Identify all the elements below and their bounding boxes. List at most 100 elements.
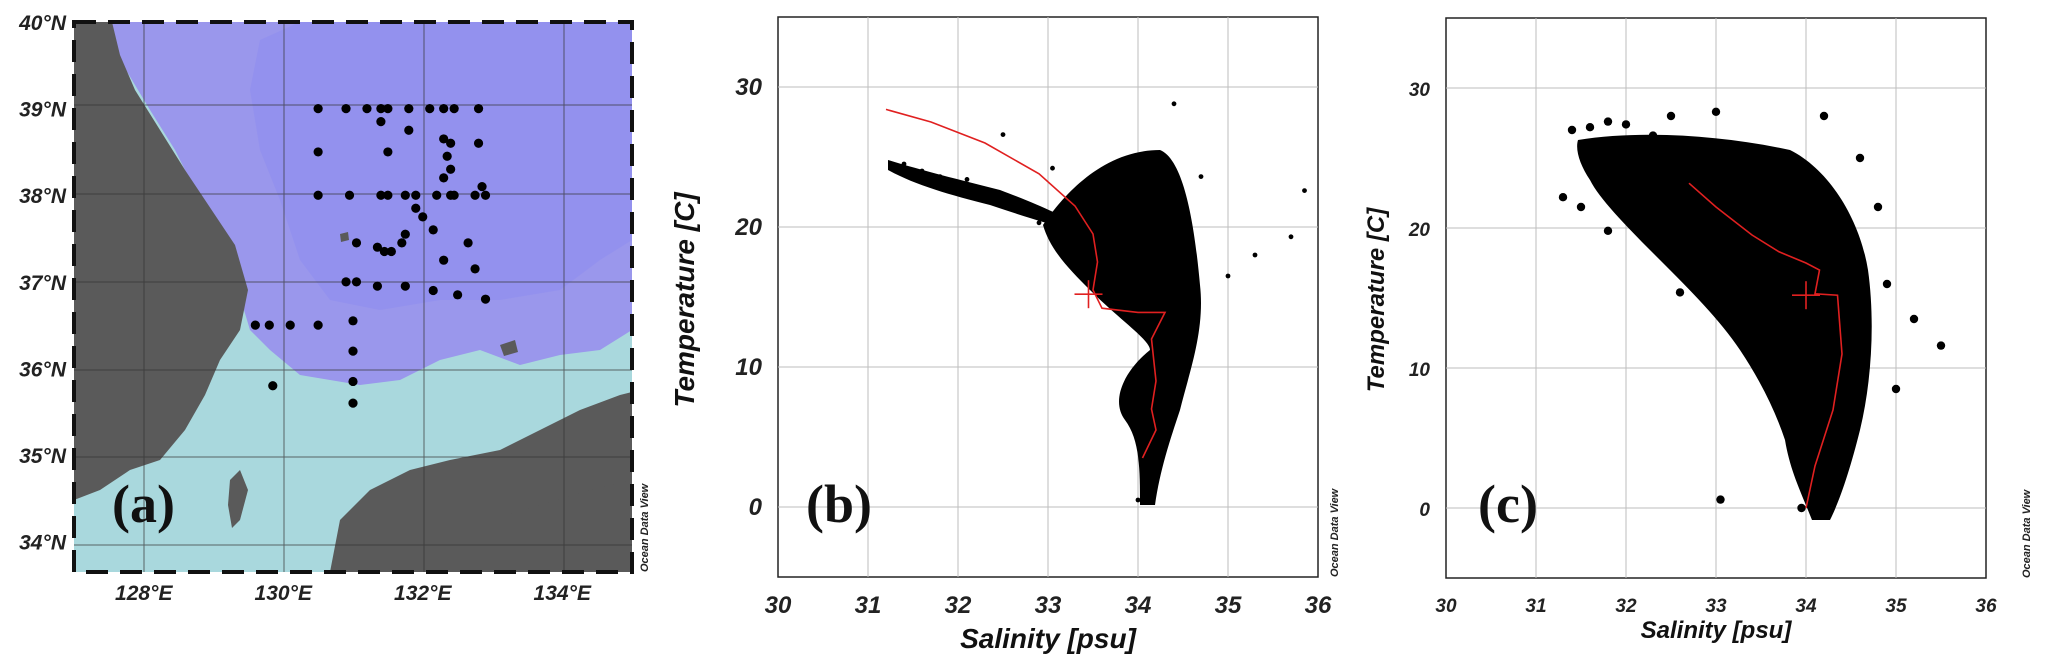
panel-b-mean-line [885, 108, 1167, 459]
panel-b-point-12 [1153, 275, 1159, 280]
panel-c-mean-line [1688, 182, 1843, 509]
panel-b-point-22 [1162, 157, 1168, 163]
station-point-49 [453, 290, 463, 300]
panel-c-point-33 [1855, 153, 1865, 163]
panel-c-label: (c) [1478, 474, 1538, 534]
station-point-56 [348, 346, 358, 356]
panel-c-point-29 [1756, 349, 1766, 359]
panel-c-y-tick-labels: 0 10 20 30 [1408, 80, 1431, 521]
station-point-54 [285, 320, 295, 330]
panel-c-point-3 [1621, 120, 1631, 129]
panel-b-point-8 [1072, 244, 1078, 250]
panel-c-point-1 [1585, 123, 1595, 132]
panel-b-point-23 [1153, 196, 1159, 202]
panel-b-label: (b) [806, 474, 872, 534]
panel-c-point-26 [1675, 288, 1685, 297]
panel-b-point-31 [1171, 101, 1177, 107]
panel-c-point-7 [1702, 173, 1712, 182]
panel-c-point-2 [1603, 117, 1613, 126]
panel-b-point-0 [901, 161, 907, 167]
island-oki [500, 340, 518, 356]
station-point-5 [404, 104, 414, 114]
panel-b-ylabel: Temperature [C] [669, 191, 700, 408]
panel-b-x-tick-5: 35 [1215, 592, 1242, 619]
station-point-6 [425, 104, 435, 114]
station-point-9 [473, 104, 484, 114]
panel-c-x-tick-2: 32 [1615, 596, 1637, 617]
panel-b-point-5 [1018, 203, 1024, 209]
panel-b-point-10 [1117, 259, 1123, 265]
map-area [74, 22, 632, 572]
panel-c-point-35 [1882, 279, 1892, 289]
panel-c-point-21 [1558, 193, 1568, 202]
map-y-tick-1: 35°N [19, 445, 67, 468]
panel-b-cloud-shape [1043, 150, 1201, 505]
station-point-18 [446, 164, 456, 174]
panel-c-point-14 [1828, 314, 1838, 324]
station-point-16 [383, 147, 393, 157]
panel-b-point-16 [1167, 364, 1172, 370]
panel-b-x-tick-4: 34 [1125, 592, 1152, 619]
panel-c-x-tick-0: 30 [1435, 596, 1457, 617]
station-point-57 [348, 376, 358, 387]
panel-b-mean-cross [1074, 280, 1103, 309]
panel-b-points [901, 101, 1307, 503]
panel-c-point-4 [1648, 131, 1658, 140]
panel-c-point-20 [1797, 503, 1806, 513]
station-point-53 [264, 320, 274, 330]
map-x-tick-2: 132°E [394, 582, 452, 605]
panel-c-point-30 [1774, 391, 1784, 401]
panel-c-y-tick-0: 0 [1419, 500, 1430, 521]
panel-c-cloud [1577, 134, 1872, 520]
panel-c-point-27 [1702, 265, 1712, 275]
panel-c-point-6 [1684, 156, 1694, 165]
panel-b-point-34 [1050, 165, 1055, 171]
station-point-55 [313, 320, 323, 330]
station-point-39 [379, 246, 389, 257]
panel-b-x-tick-2: 32 [945, 592, 972, 619]
panel-b-watermark: Ocean Data View [1329, 487, 1341, 577]
map-x-tick-3: 134°E [534, 582, 592, 605]
station-point-8 [449, 104, 459, 114]
panel-c-x-tick-4: 34 [1795, 596, 1817, 617]
station-point-20 [477, 181, 487, 192]
panel-b-point-28 [1252, 252, 1258, 258]
panel-c-x-tick-6: 36 [1975, 596, 1997, 617]
panel-a-label: (a) [112, 474, 175, 534]
station-point-15 [313, 147, 323, 157]
panel-b-y-tick-2: 20 [734, 214, 762, 241]
panel-b-point-9 [1099, 249, 1105, 255]
station-point-47 [400, 281, 410, 291]
map-x-tick-labels: 128°E 130°E 132°E 134°E [115, 582, 592, 605]
station-point-4 [383, 104, 393, 114]
panel-b-point-6 [1036, 220, 1042, 226]
station-point-42 [439, 255, 449, 265]
map-y-tick-4: 38°N [19, 185, 67, 208]
panel-c-x-tick-5: 35 [1885, 596, 1907, 617]
map-y-tick-6: 40°N [18, 12, 67, 35]
station-points [250, 104, 491, 408]
station-point-19 [439, 173, 449, 183]
panel-b-x-tick-0: 30 [765, 592, 792, 619]
island-ulleung [340, 232, 349, 242]
panel-b-point-26 [1189, 301, 1195, 307]
panel-b-point-30 [1302, 188, 1307, 194]
panel-b-y-tick-3: 30 [735, 74, 762, 101]
panel-c: 30 31 32 33 34 35 36 0 10 20 30 Salinity [psu] Te… [1363, 17, 2033, 644]
station-point-10 [376, 117, 386, 127]
station-point-43 [470, 264, 480, 274]
panel-c-point-38 [1891, 384, 1901, 394]
station-point-27 [432, 190, 442, 200]
panel-b-point-32 [1198, 174, 1204, 180]
station-point-3 [376, 104, 386, 114]
map-frame [72, 20, 634, 574]
sea-mid [250, 22, 632, 310]
panel-b-point-4 [991, 189, 997, 195]
panel-c-point-8 [1720, 188, 1730, 198]
panel-c-point-25 [1657, 244, 1667, 254]
panel-a: 34°N35°N36°N37°N38°N39°N40°N 128°E 130°E 1… [18, 12, 651, 605]
panel-c-xlabel: Salinity [psu] [1641, 617, 1793, 644]
panel-c-point-37 [1936, 341, 1946, 350]
panel-b-point-7 [1054, 231, 1060, 237]
panel-c-point-36 [1909, 314, 1919, 324]
